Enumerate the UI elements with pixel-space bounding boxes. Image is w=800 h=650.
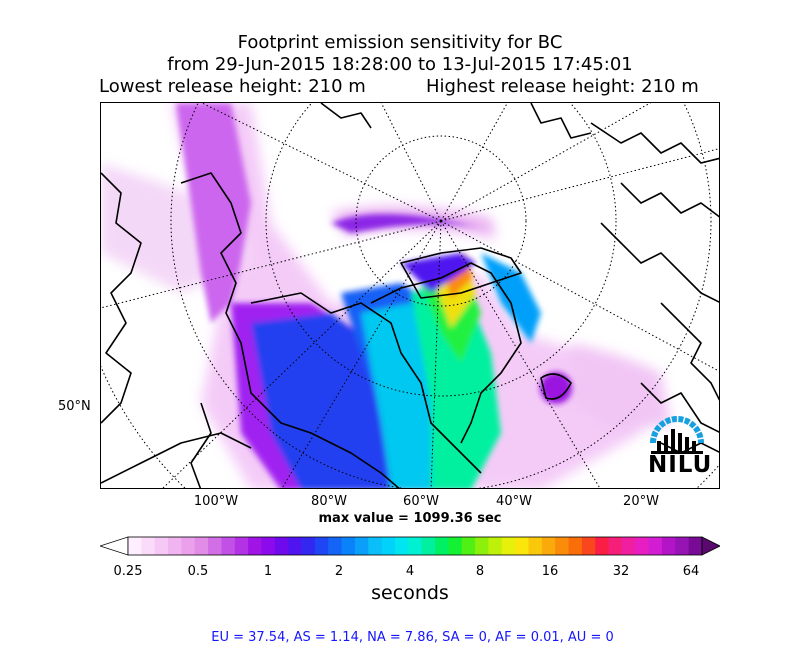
colorbar-segment	[274, 537, 289, 555]
colorbar-segment	[341, 537, 356, 555]
lon-tick: 100°W	[193, 494, 239, 509]
colorbar-frame	[127, 536, 703, 556]
colorbar-segment	[301, 537, 316, 555]
footprint-map	[100, 102, 720, 489]
colorbar-segment	[595, 537, 609, 555]
lon-tick: 20°W	[623, 494, 659, 509]
lon-tick: 60°W	[403, 494, 439, 509]
max-value-label: max value = 1099.36 sec	[318, 511, 502, 526]
colorbar-segment	[234, 537, 249, 555]
colorbar-segment	[541, 537, 556, 555]
colorbar-segment	[394, 537, 409, 555]
colorbar-tick: 2	[334, 564, 344, 579]
colorbar-under-arrow	[100, 536, 129, 556]
colorbar-tick: 0.5	[187, 564, 209, 579]
colorbar-label: seconds	[371, 582, 449, 604]
colorbar-segment	[408, 537, 423, 555]
colorbar-segment	[328, 537, 342, 555]
colorbar-segment	[354, 537, 369, 555]
colorbar-segment	[608, 537, 623, 555]
colorbar-segment	[435, 537, 449, 555]
lon-tick: 80°W	[311, 494, 347, 509]
colorbar-segment	[675, 537, 690, 555]
colorbar-segment	[661, 537, 676, 555]
colorbar-segment	[621, 537, 636, 555]
colorbar-segment	[448, 537, 463, 555]
region-summary: EU = 37.54, AS = 1.14, NA = 7.86, SA = 0…	[211, 630, 614, 645]
colorbar-segment	[501, 537, 516, 555]
coastlines	[101, 103, 719, 488]
colorbar-segment	[154, 537, 169, 555]
highest-release-height: Highest release height: 210 m	[426, 76, 699, 97]
map-title: Footprint emission sensitivity for BC	[237, 32, 563, 53]
colorbar-segment	[288, 537, 302, 555]
lowest-release-height: Lowest release height: 210 m	[99, 76, 366, 97]
colorbar-tick: 8	[475, 564, 485, 579]
colorbar-segment	[208, 537, 222, 555]
sensitivity-plume	[101, 103, 671, 488]
colorbar-segment	[128, 537, 142, 555]
colorbar-segment	[555, 537, 569, 555]
colorbar	[100, 536, 720, 556]
nilu-logo	[650, 416, 704, 454]
colorbar-segment	[461, 537, 476, 555]
colorbar-segment	[421, 537, 436, 555]
colorbar-segment	[261, 537, 276, 555]
colorbar-segment	[221, 537, 236, 555]
colorbar-segment	[568, 537, 583, 555]
nilu-logo-text: NILU	[648, 452, 713, 478]
map-date-range: from 29-Jun-2015 18:28:00 to 13-Jul-2015…	[167, 54, 633, 75]
colorbar-segment	[581, 537, 596, 555]
colorbar-tick: 64	[682, 564, 700, 579]
colorbar-segment	[181, 537, 196, 555]
colorbar-segment	[688, 537, 703, 555]
colorbar-tick: 32	[612, 564, 630, 579]
colorbar-segment	[648, 537, 663, 555]
colorbar-segment	[368, 537, 383, 555]
colorbar-segment	[248, 537, 262, 555]
lon-tick: 40°W	[496, 494, 532, 509]
colorbar-segment	[141, 537, 156, 555]
colorbar-segment	[475, 537, 489, 555]
colorbar-tick: 4	[405, 564, 415, 579]
colorbar-segment	[314, 537, 329, 555]
colorbar-segment	[194, 537, 209, 555]
colorbar-segment	[488, 537, 503, 555]
colorbar-segment	[515, 537, 529, 555]
colorbar-over-arrow	[701, 536, 720, 556]
colorbar-tick: 1	[263, 564, 273, 579]
colorbar-segment	[528, 537, 543, 555]
colorbar-tick: 16	[541, 564, 559, 579]
colorbar-segment	[381, 537, 396, 555]
colorbar-segment	[168, 537, 182, 555]
lat-tick: 50°N	[58, 399, 91, 414]
colorbar-segment	[635, 537, 650, 555]
graticule	[101, 103, 719, 488]
colorbar-tick: 0.25	[113, 564, 143, 579]
